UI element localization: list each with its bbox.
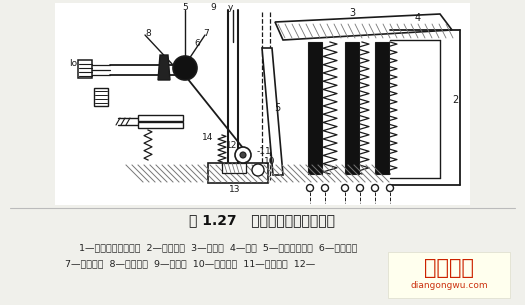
Text: 8: 8 [145, 28, 151, 38]
Bar [222, 163, 246, 173]
Bar [55, 3, 470, 205]
Circle shape [252, 164, 264, 176]
Text: 图 1.27   热继电器的结构原理图: 图 1.27 热继电器的结构原理图 [189, 213, 335, 227]
Bar [94, 88, 108, 106]
Text: 5: 5 [274, 103, 280, 113]
Text: 13: 13 [229, 185, 241, 195]
Text: 5: 5 [182, 2, 188, 12]
Circle shape [307, 185, 313, 192]
Bar [208, 163, 268, 183]
Text: diangongwu.com: diangongwu.com [410, 281, 488, 289]
Text: 12: 12 [226, 141, 238, 149]
Circle shape [356, 185, 363, 192]
Text: -11: -11 [257, 148, 272, 156]
Text: 电工之屋: 电工之屋 [424, 258, 474, 278]
Bar [388, 252, 510, 298]
Text: 4: 4 [415, 13, 421, 23]
Text: 7—常开触点  8—复位联钉  9—动触点  10—复位按鈕  11—调节旋鈕  12—: 7—常开触点 8—复位联钉 9—动触点 10—复位按鈕 11—调节旋鈕 12— [65, 260, 315, 268]
Circle shape [240, 152, 246, 158]
Text: 10: 10 [264, 157, 276, 167]
Text: 2: 2 [452, 95, 458, 105]
Bar [308, 42, 322, 174]
Polygon shape [275, 14, 452, 40]
Bar [138, 115, 183, 121]
Circle shape [321, 185, 329, 192]
Text: lo: lo [69, 59, 77, 67]
Text: y: y [227, 2, 233, 12]
Circle shape [341, 185, 349, 192]
Text: 6: 6 [194, 38, 200, 48]
Polygon shape [262, 48, 283, 175]
Circle shape [386, 185, 394, 192]
Text: 14: 14 [202, 134, 214, 142]
Bar [345, 42, 359, 174]
Circle shape [235, 147, 251, 163]
Circle shape [173, 56, 197, 80]
Bar [78, 60, 92, 78]
Bar [375, 42, 389, 174]
Polygon shape [158, 55, 170, 80]
Text: 7: 7 [203, 28, 209, 38]
Text: 9: 9 [210, 2, 216, 12]
Bar [138, 122, 183, 128]
Text: 1—双金属片固定支点  2—双金属片  3—热元件  4—导板  5—补偿双金属片  6—常闭触点: 1—双金属片固定支点 2—双金属片 3—热元件 4—导板 5—补偿双金属片 6—… [79, 243, 357, 253]
Circle shape [372, 185, 379, 192]
Text: 3: 3 [349, 8, 355, 18]
